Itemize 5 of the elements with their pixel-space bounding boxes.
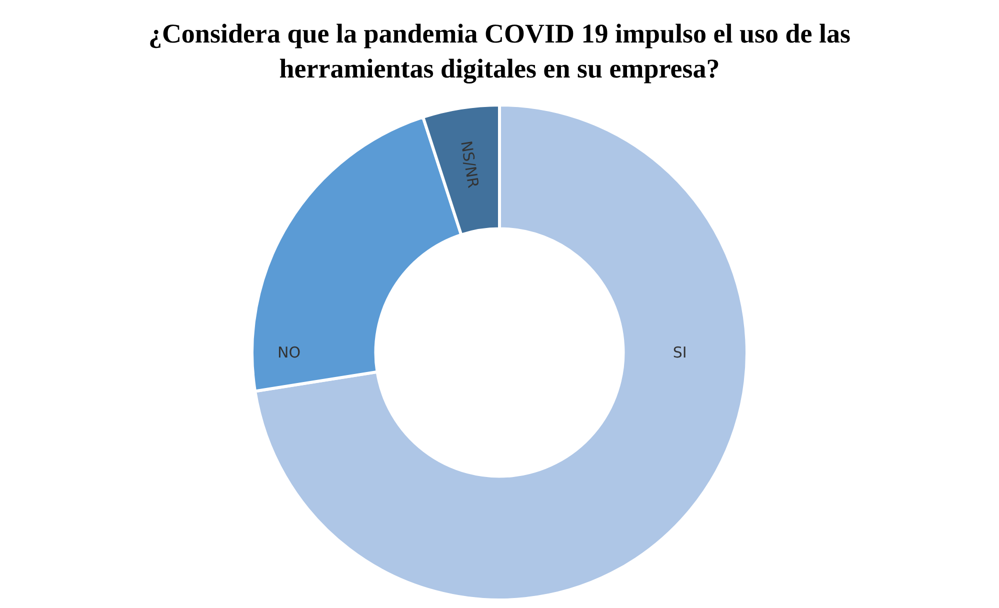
chart-title: ¿Considera que la pandemia COVID 19 impulso el uso de las herramientas digitales en su empresa? bbox=[148, 18, 851, 84]
slice-label: NO bbox=[278, 344, 301, 362]
slice-label: SI bbox=[672, 344, 687, 362]
donut-slice bbox=[254, 104, 748, 602]
slice-label: NS/NR bbox=[457, 140, 482, 190]
